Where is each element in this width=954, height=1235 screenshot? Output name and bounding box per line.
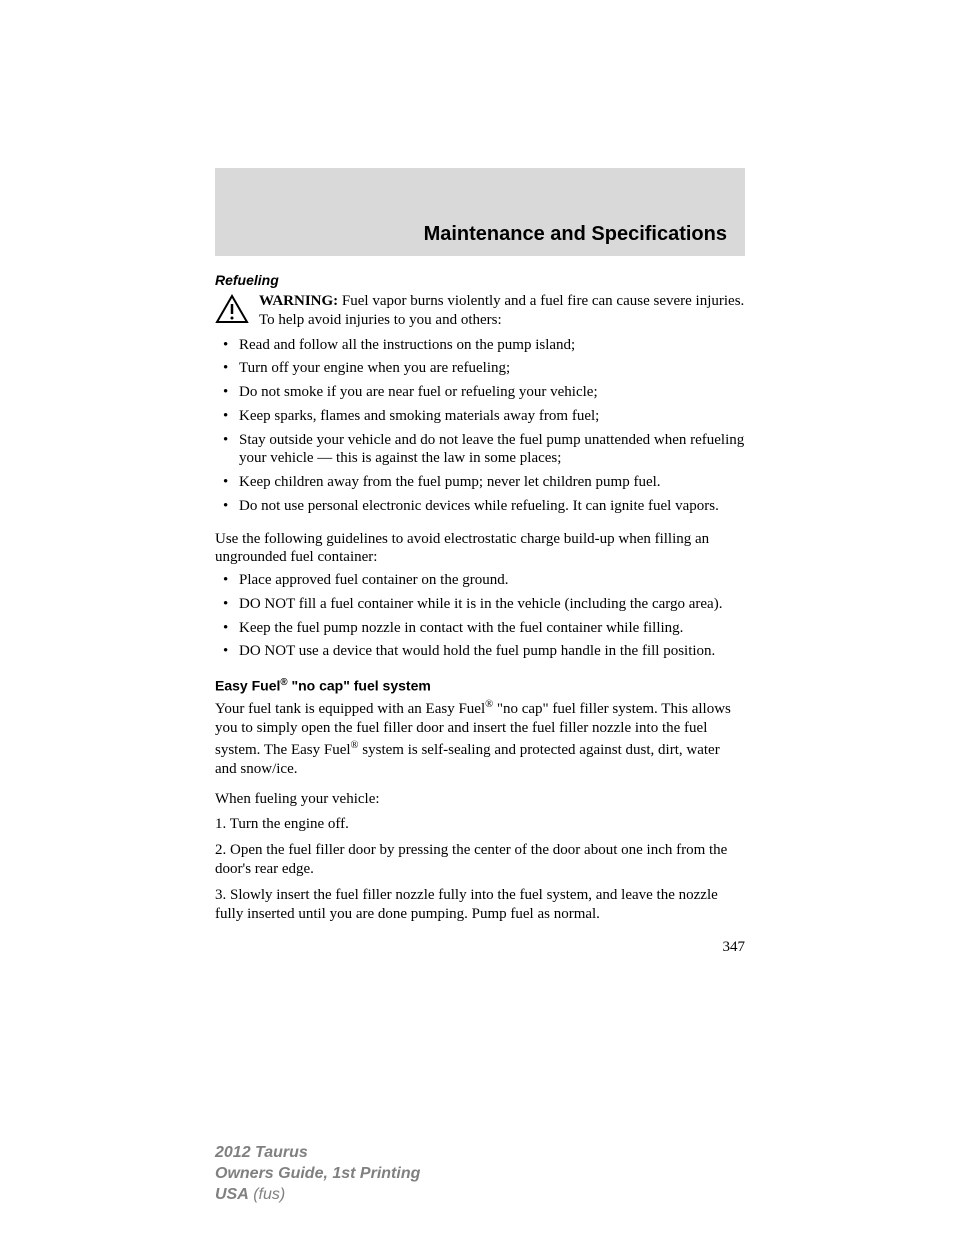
warning-label: WARNING: [259,293,338,309]
list-item: Do not use personal electronic devices w… [215,497,745,516]
list-item: Turn off your engine when you are refuel… [215,359,745,378]
footer-fus: (fus) [249,1186,285,1203]
warning-text: WARNING: Fuel vapor burns violently and … [259,292,745,330]
footer-usa: USA [215,1186,249,1203]
warning-block: WARNING: Fuel vapor burns violently and … [215,292,745,330]
list-item: Read and follow all the instructions on … [215,336,745,355]
list-item: Do not smoke if you are near fuel or ref… [215,383,745,402]
registered-icon: ® [280,677,287,688]
list-item: Keep children away from the fuel pump; n… [215,473,745,492]
step-1: 1. Turn the engine off. [215,815,745,835]
registered-icon: ® [485,699,493,710]
warning-triangle-icon [215,294,249,329]
list-item: DO NOT fill a fuel container while it is… [215,595,745,614]
footer-guide: Owners Guide, 1st Printing [215,1164,420,1185]
list-item: Keep sparks, flames and smoking material… [215,407,745,426]
guidelines-bullet-list: Place approved fuel container on the gro… [215,571,745,661]
heading-pre: Easy Fuel [215,678,280,694]
easy-fuel-body: Your fuel tank is equipped with an Easy … [215,698,745,780]
page-number: 347 [215,939,745,956]
registered-icon: ® [351,740,359,751]
warning-bullet-list: Read and follow all the instructions on … [215,336,745,516]
document-footer: 2012 Taurus Owners Guide, 1st Printing U… [215,1143,420,1205]
list-item: Place approved fuel container on the gro… [215,571,745,590]
section-title: Refueling [215,272,745,288]
step-3: 3. Slowly insert the fuel filler nozzle … [215,886,745,925]
header-bar: Maintenance and Specifications [215,168,745,256]
footer-region: USA (fus) [215,1185,420,1206]
easy-fuel-heading: Easy Fuel® "no cap" fuel system [215,677,745,694]
fueling-intro: When fueling your vehicle: [215,790,745,810]
list-item: Stay outside your vehicle and do not lea… [215,431,745,469]
page-content: Maintenance and Specifications Refueling… [215,168,745,956]
step-2: 2. Open the fuel filler door by pressing… [215,841,745,880]
footer-model: 2012 Taurus [215,1143,420,1164]
body-a: Your fuel tank is equipped with an Easy … [215,701,485,717]
chapter-title: Maintenance and Specifications [424,223,727,246]
heading-post: "no cap" fuel system [288,678,431,694]
list-item: DO NOT use a device that would hold the … [215,642,745,661]
guidelines-intro: Use the following guidelines to avoid el… [215,530,745,568]
list-item: Keep the fuel pump nozzle in contact wit… [215,619,745,638]
